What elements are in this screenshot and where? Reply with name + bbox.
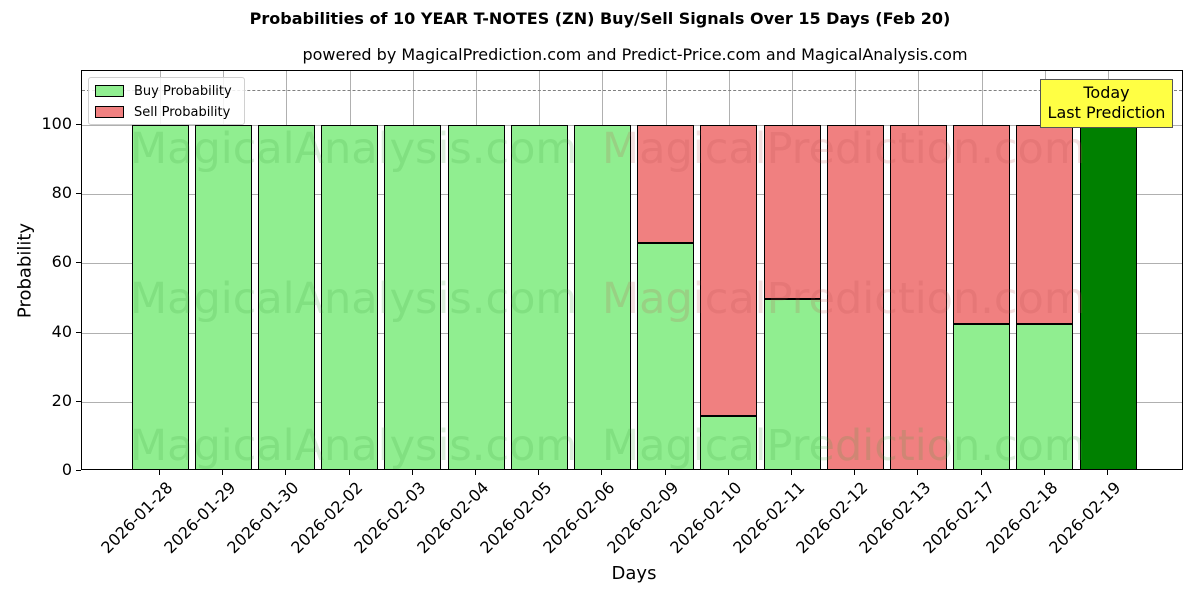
grid-line-h (82, 263, 1182, 265)
sell-bar (953, 124, 1011, 324)
x-axis-title: Days (611, 563, 657, 584)
buy-bar (510, 124, 568, 469)
sell-bar (826, 124, 884, 469)
y-tick-label: 60 (51, 252, 72, 272)
grid-line-h (82, 332, 1182, 334)
x-tick (1043, 470, 1045, 475)
legend-item-buy: Buy Probability (95, 83, 232, 99)
sell-swatch-icon (95, 106, 124, 118)
buy-bar (321, 124, 379, 469)
x-tick (980, 470, 982, 475)
x-tick (538, 470, 540, 475)
y-axis-title: Probability (14, 222, 36, 319)
y-tick-label: 80 (51, 183, 72, 203)
legend: Buy Probability Sell Probability (88, 77, 245, 125)
x-tick (601, 470, 603, 475)
x-tick (1107, 470, 1108, 475)
y-tick (76, 262, 81, 264)
legend-buy-label: Buy Probability (134, 83, 232, 99)
x-tick (664, 470, 666, 475)
sell-bar (889, 124, 947, 469)
y-tick (76, 123, 81, 125)
plot-area: MagicalAnalysis.comMagicalPrediction.com… (81, 70, 1183, 470)
legend-item-sell: Sell Probability (95, 104, 230, 120)
buy-bar (131, 124, 189, 469)
today-buy-bar (1079, 124, 1137, 469)
buy-bar (384, 124, 442, 469)
x-tick (411, 470, 413, 475)
grid-line-h (82, 194, 1182, 196)
legend-sell-label: Sell Probability (134, 104, 231, 120)
buy-bar (763, 299, 821, 469)
grid-line-h (82, 124, 1182, 126)
x-tick (854, 470, 856, 475)
y-tick-label: 0 (61, 460, 72, 479)
y-tick (76, 400, 81, 402)
sell-bar (763, 124, 821, 300)
y-tick-label: 40 (51, 321, 72, 341)
y-tick-label: 100 (41, 113, 72, 133)
y-tick (76, 470, 81, 471)
buy-bar (1016, 323, 1074, 469)
x-tick (475, 470, 476, 475)
today-annotation-line2: Last Prediction (1047, 103, 1166, 122)
sell-bar (1016, 124, 1074, 324)
today-annotation-line1: Today (1083, 83, 1130, 102)
sell-bar (700, 124, 758, 416)
y-tick-label: 20 (51, 390, 72, 410)
grid-line-h (82, 401, 1182, 403)
reference-line (82, 90, 1182, 92)
x-tick (917, 470, 919, 475)
y-tick (76, 331, 81, 333)
x-tick (348, 470, 350, 475)
today-annotation: Today Last Prediction (1040, 79, 1173, 128)
buy-bar (194, 124, 252, 469)
x-tick (222, 470, 224, 475)
chart-title: Probabilities of 10 YEAR T-NOTES (ZN) Bu… (249, 9, 951, 28)
x-tick (791, 470, 792, 475)
buy-bar (700, 415, 758, 469)
buy-bar (953, 323, 1011, 469)
chart-subtitle: powered by MagicalPrediction.com and Pre… (302, 45, 968, 64)
x-tick (159, 470, 160, 475)
sell-bar (637, 124, 695, 243)
buy-bar (447, 124, 505, 469)
buy-swatch-icon (95, 85, 124, 97)
buy-bar (637, 242, 695, 469)
x-tick (727, 470, 729, 475)
y-tick (76, 193, 81, 195)
buy-bar (573, 124, 631, 469)
buy-bar (257, 124, 315, 469)
x-tick (285, 470, 287, 475)
